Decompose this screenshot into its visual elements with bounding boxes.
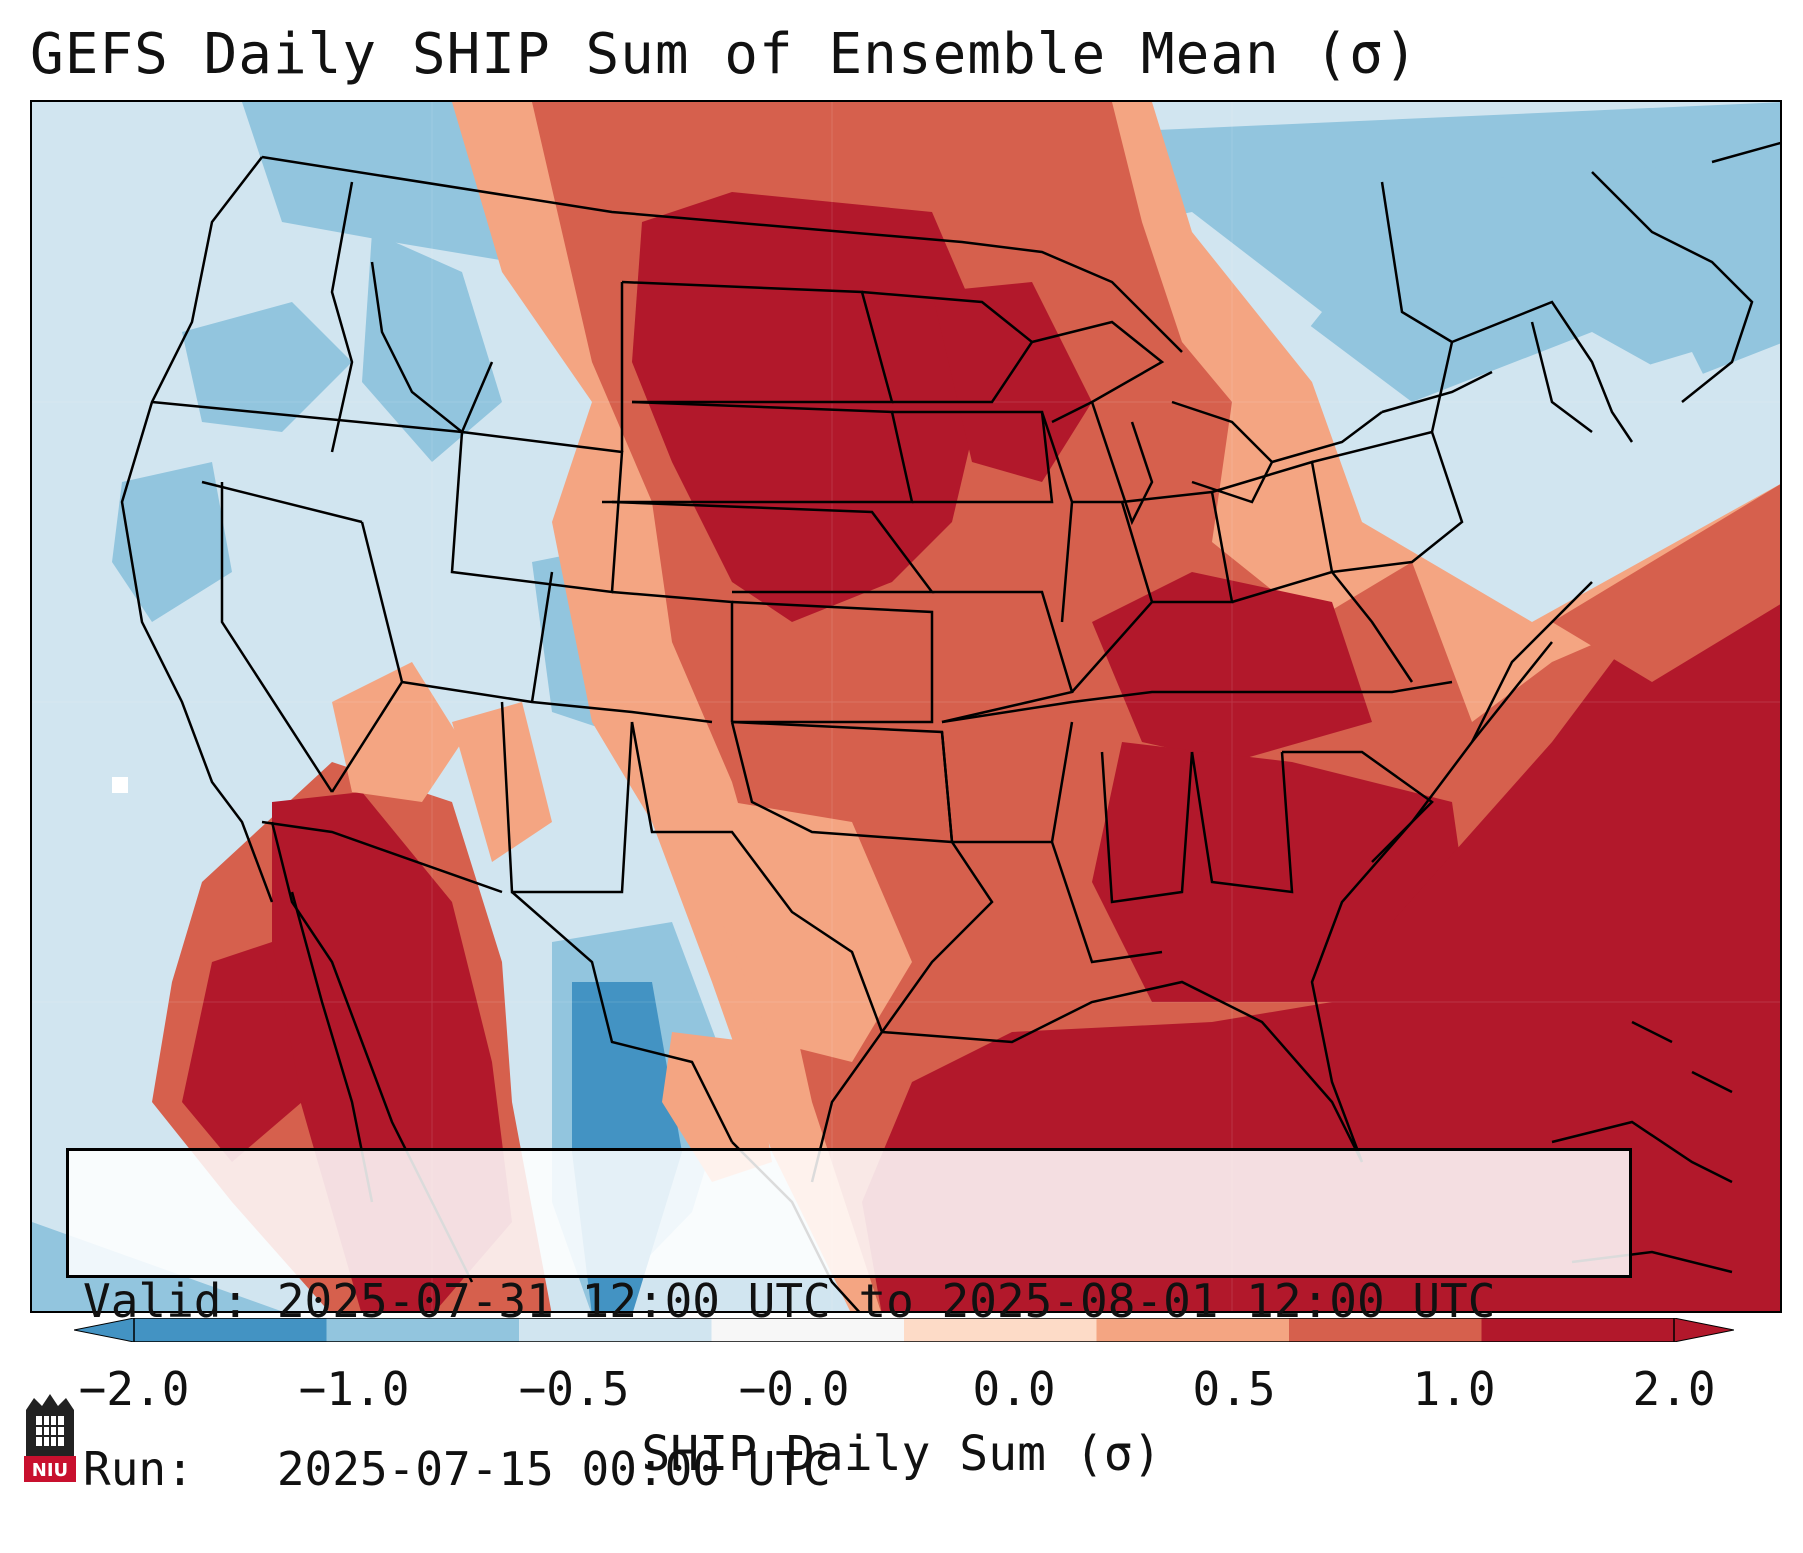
chart-title: GEFS Daily SHIP Sum of Ensemble Mean (σ) (30, 22, 1419, 87)
colorbar-tick: 1.0 (1412, 1362, 1496, 1416)
niu-logo-text: NIU (32, 1460, 68, 1481)
missing-cell (112, 777, 128, 793)
colorbar-segment (711, 1318, 905, 1342)
colorbar-ticks: −2.0 −1.0 −0.5 −0.0 0.0 0.5 1.0 2.0 (0, 1362, 1803, 1422)
anomaly-map (32, 102, 1780, 1311)
colorbar-segment (1481, 1318, 1675, 1342)
colorbar-segment (519, 1318, 712, 1342)
colorbar-tick: −2.0 (78, 1362, 190, 1416)
colorbar-tick: 0.0 (972, 1362, 1056, 1416)
colorbar-segment (326, 1318, 520, 1342)
colorbar-extend-high (1673, 1318, 1734, 1342)
colorbar-segment (904, 1318, 1097, 1342)
colorbar-tick: −0.0 (738, 1362, 850, 1416)
colorbar-tick: −1.0 (298, 1362, 410, 1416)
colorbar-segments (134, 1318, 1675, 1342)
colorbar-tick: 0.5 (1192, 1362, 1276, 1416)
niu-logo-icon: NIU (24, 1394, 76, 1482)
colorbar-segment (1289, 1318, 1482, 1342)
colorbar-segment (134, 1318, 327, 1342)
map-panel (30, 100, 1782, 1313)
colorbar-segment (1096, 1318, 1290, 1342)
valid-run-info-box: Valid: 2025-07-31 12:00 UTC to 2025-08-0… (66, 1148, 1632, 1496)
colorbar-label: SHIP Daily Sum (σ) (641, 1426, 1162, 1482)
colorbar (74, 1318, 1734, 1342)
colorbar-extend-low (74, 1318, 135, 1342)
colorbar-tick: −0.5 (518, 1362, 630, 1416)
colorbar-tick: 2.0 (1632, 1362, 1716, 1416)
run-time-line: Run: 2025-07-15 00:00 UTC (83, 1442, 831, 1496)
